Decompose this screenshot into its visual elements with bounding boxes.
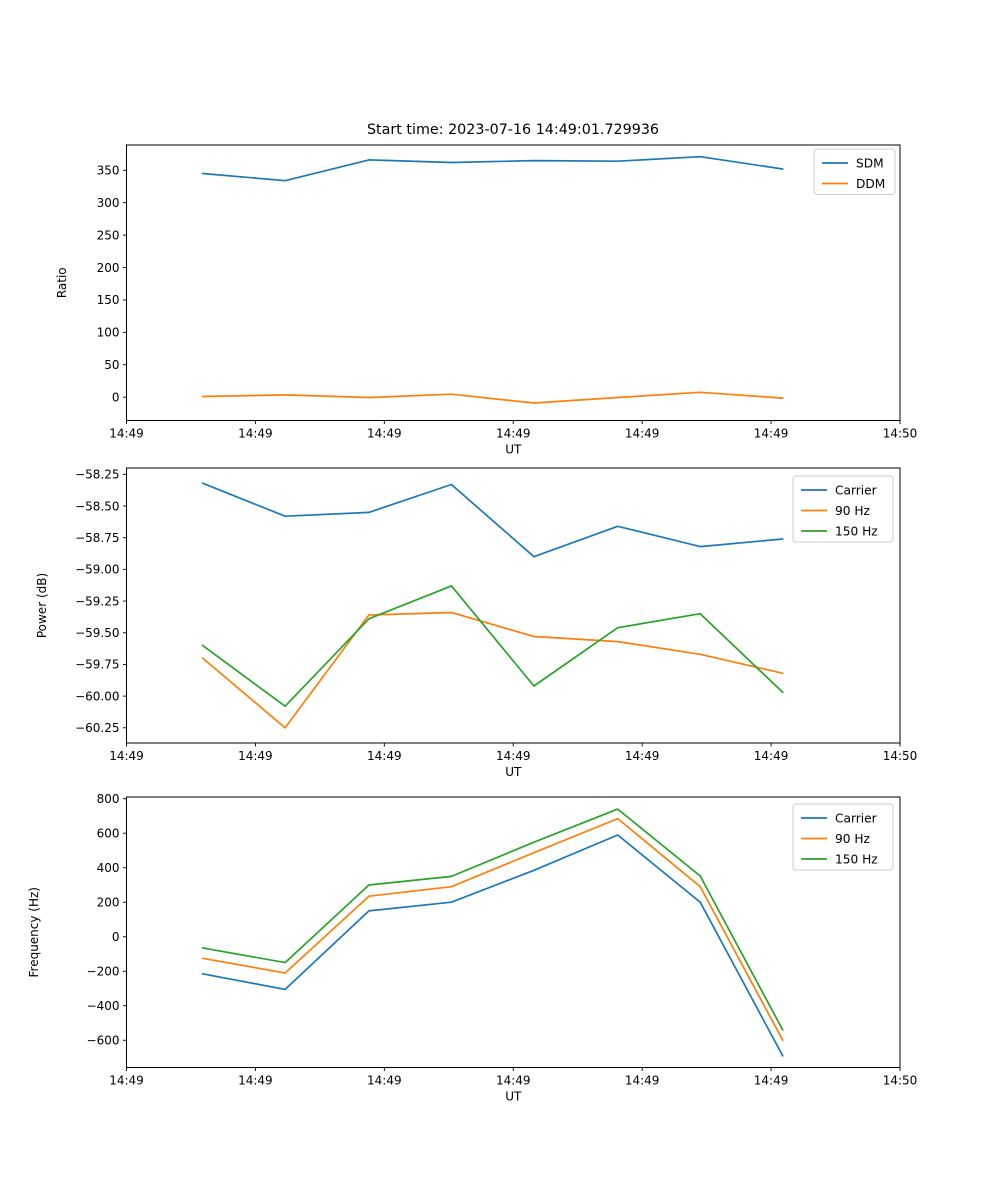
legend: Carrier 90 Hz 150 Hz <box>792 803 894 871</box>
series-line-90-hz <box>201 817 784 1042</box>
ytick-label: 400 <box>97 861 120 875</box>
xtick-label: 14:49 <box>754 1074 789 1088</box>
legend-box <box>792 803 894 871</box>
ytick-label: −60.00 <box>75 689 119 703</box>
xtick-label: 14:49 <box>109 749 144 763</box>
xtick-label: 14:49 <box>754 749 789 763</box>
series-line-ddm <box>201 391 784 404</box>
xtick-label: 14:49 <box>754 427 789 441</box>
legend-label: SDM <box>856 156 884 170</box>
ytick-label: −600 <box>87 1034 120 1048</box>
xtick-label: 14:49 <box>625 427 660 441</box>
xtick-label: 14:50 <box>883 749 918 763</box>
x-axis-label: UT <box>505 765 522 779</box>
ytick-label: 0 <box>112 390 120 404</box>
legend-label: 150 Hz <box>835 524 878 538</box>
ytick-label: −59.50 <box>75 626 119 640</box>
xtick-label: 14:49 <box>367 427 402 441</box>
ytick-label: 800 <box>97 792 120 806</box>
ytick-label: −58.75 <box>75 531 119 545</box>
ytick-label: 0 <box>112 930 120 944</box>
series-line-150-hz <box>201 585 784 708</box>
legend: SDM DDM <box>813 148 896 195</box>
xtick-label: 14:49 <box>367 1074 402 1088</box>
ytick-label: −59.00 <box>75 563 119 577</box>
xtick-label: 14:49 <box>109 1074 144 1088</box>
ytick-label: 350 <box>97 164 120 178</box>
figure-title: Start time: 2023-07-16 14:49:01.729936 <box>367 122 659 138</box>
legend-label: 90 Hz <box>835 504 870 518</box>
power-plot: 14:49 14:49 14:49 14:49 14:49 14:49 14:50 −60.2… <box>35 467 918 779</box>
series-line-150-hz <box>201 808 784 1031</box>
xtick-label: 14:49 <box>367 749 402 763</box>
ytick-label: −59.75 <box>75 658 119 672</box>
xtick-label: 14:49 <box>625 749 660 763</box>
series-line-carrier <box>201 482 784 558</box>
series-line-90-hz <box>201 611 784 729</box>
ytick-label: 600 <box>97 827 120 841</box>
axes-frame <box>126 796 901 1068</box>
ratio-plot: 14:49 14:49 14:49 14:49 14:49 14:49 14:50 0 50 10… <box>55 144 918 457</box>
legend-label: 90 Hz <box>835 832 870 846</box>
ytick-label: 200 <box>97 261 120 275</box>
ytick-label: −58.25 <box>75 468 119 482</box>
xtick-label: 14:49 <box>238 1074 273 1088</box>
frequency-plot: 14:49 14:49 14:49 14:49 14:49 14:49 14:50 −600 −… <box>27 792 917 1103</box>
ytick-label: −200 <box>87 965 120 979</box>
legend-label: Carrier <box>835 811 878 825</box>
ytick-label: 150 <box>97 293 120 307</box>
legend-label: 150 Hz <box>835 852 878 866</box>
legend-label: DDM <box>856 177 885 191</box>
ytick-label: 250 <box>97 228 120 242</box>
xtick-label: 14:49 <box>109 427 144 441</box>
xtick-label: 14:49 <box>496 1074 531 1088</box>
axes-frame <box>126 144 901 421</box>
ytick-label: −60.25 <box>75 721 119 735</box>
y-axis-label: Power (dB) <box>35 573 49 638</box>
ytick-label: 300 <box>97 196 120 210</box>
ytick-label: 50 <box>104 358 119 372</box>
ytick-label: −58.50 <box>75 499 119 513</box>
series-line-carrier <box>201 834 784 1057</box>
xtick-label: 14:49 <box>496 749 531 763</box>
xtick-label: 14:49 <box>238 427 273 441</box>
xtick-label: 14:49 <box>625 1074 660 1088</box>
ytick-label: 200 <box>97 896 120 910</box>
legend-label: Carrier <box>835 483 878 497</box>
legend: Carrier 90 Hz 150 Hz <box>792 475 894 543</box>
y-axis-label: Frequency (Hz) <box>27 887 41 978</box>
ytick-label: 100 <box>97 326 120 340</box>
ytick-label: −59.25 <box>75 594 119 608</box>
ytick-label: −400 <box>87 999 120 1013</box>
series-line-sdm <box>201 155 784 182</box>
legend-box <box>792 475 894 543</box>
y-axis-label: Ratio <box>55 267 69 298</box>
xtick-label: 14:50 <box>883 1074 918 1088</box>
x-axis-label: UT <box>505 1090 522 1104</box>
xtick-label: 14:50 <box>883 427 918 441</box>
x-axis-label: UT <box>505 443 522 457</box>
axes-frame <box>126 467 901 744</box>
xtick-label: 14:49 <box>238 749 273 763</box>
xtick-label: 14:49 <box>496 427 531 441</box>
